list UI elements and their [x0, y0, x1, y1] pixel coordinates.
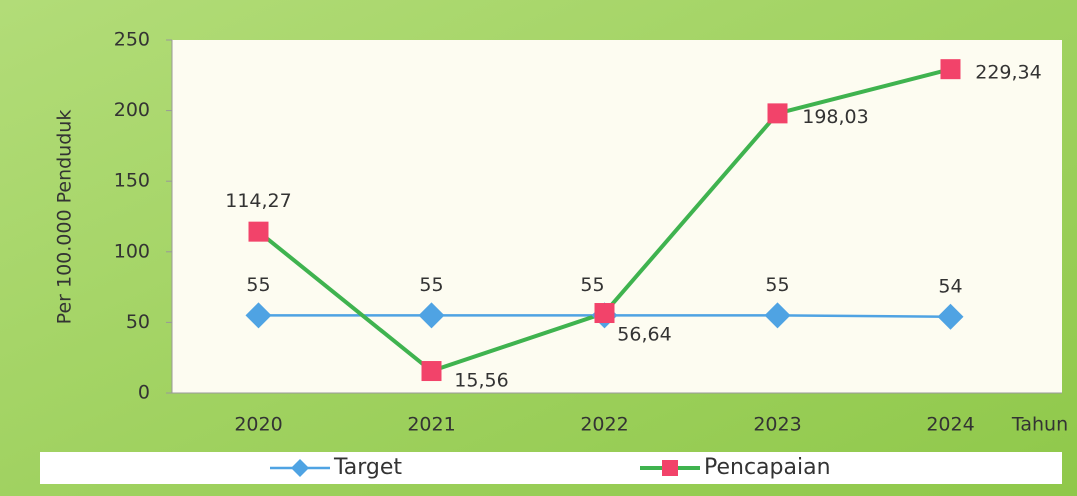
x-axis-label: Tahun [1011, 414, 1068, 436]
x-tick-label: 2023 [753, 414, 801, 436]
data-point [421, 361, 442, 382]
plot-area [172, 40, 1062, 393]
y-axis-label: Per 100.000 Penduduk [54, 110, 76, 325]
legend-label: Pencapaian [704, 455, 831, 480]
legend-box [40, 452, 1062, 484]
y-tick-label: 250 [114, 29, 150, 51]
data-label: 55 [580, 274, 604, 296]
legend-marker [291, 459, 309, 477]
y-tick-label: 200 [114, 99, 150, 121]
data-label: 229,34 [975, 62, 1041, 84]
data-label: 56,64 [617, 324, 671, 346]
x-tick-label: 2022 [580, 414, 628, 436]
data-point [764, 302, 791, 329]
data-point [767, 103, 788, 124]
y-tick-label: 50 [126, 311, 150, 333]
data-point [937, 303, 964, 330]
data-label: 55 [765, 274, 789, 296]
x-tick-label: 2021 [407, 414, 455, 436]
y-tick-label: 0 [138, 382, 150, 404]
data-point [940, 59, 961, 80]
data-label: 55 [246, 274, 270, 296]
legend-marker [662, 460, 678, 476]
data-label: 54 [938, 275, 962, 297]
x-tick-label: 2020 [234, 414, 282, 436]
y-tick-label: 150 [114, 170, 150, 192]
x-tick-label: 2024 [926, 414, 974, 436]
legend-label: Target [333, 455, 402, 480]
data-point [594, 303, 615, 324]
data-label: 114,27 [225, 190, 291, 212]
data-point [245, 302, 272, 329]
data-point [418, 302, 445, 329]
data-point [248, 221, 269, 242]
y-tick-label: 100 [114, 240, 150, 262]
data-label: 198,03 [802, 106, 868, 128]
data-label: 15,56 [454, 370, 508, 392]
data-label: 55 [419, 274, 443, 296]
